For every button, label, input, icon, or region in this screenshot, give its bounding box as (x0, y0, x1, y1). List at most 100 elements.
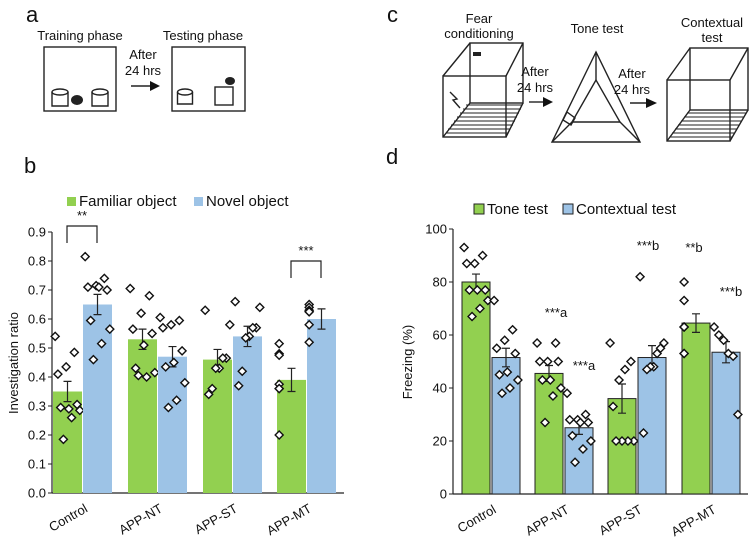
error-bar (93, 293, 102, 316)
data-point (583, 417, 594, 428)
y-tick-label: 0.7 (28, 283, 46, 298)
data-point (274, 350, 285, 361)
data-point (85, 315, 96, 326)
bar-app-mt-0 (681, 322, 711, 495)
data-point (585, 436, 596, 446)
data-point (163, 402, 174, 413)
speaker-icon (562, 110, 576, 126)
legend-swatch-familiar (67, 197, 76, 206)
bar-app-nt-1 (564, 427, 594, 495)
data-point (537, 375, 548, 386)
data-point (635, 271, 646, 282)
y-tick-label: 60 (433, 328, 447, 343)
panel-label-a: a (26, 2, 39, 27)
hrs-label: 24 hrs (125, 63, 162, 78)
y-tick-label: 80 (433, 275, 447, 290)
significance-label: ** (77, 208, 87, 223)
y-tick-label: 0 (440, 487, 447, 502)
data-point (200, 305, 211, 316)
fear-label: Fear (466, 11, 493, 26)
y-tick-label: 0.1 (28, 457, 46, 472)
data-point (497, 388, 508, 399)
data-point (540, 417, 551, 428)
data-point (63, 403, 74, 414)
bar-app-st-0 (607, 398, 637, 495)
x-tick-label: Control (455, 502, 499, 536)
shock-icon (449, 91, 461, 109)
x-tick-label: APP-MT (668, 502, 718, 540)
bar-app-mt-1 (307, 319, 336, 493)
data-point (237, 366, 248, 377)
testing-phase-label: Testing phase (163, 28, 243, 43)
y-axis-label: Freezing (%) (400, 325, 415, 399)
x-tick-label: APP-ST (596, 502, 644, 538)
data-point (638, 428, 649, 439)
arrow-icon (529, 97, 553, 107)
legend-swatch-tone (473, 203, 485, 215)
data-point (489, 295, 500, 306)
contextual-chamber (666, 47, 749, 142)
x-tick-label: APP-NT (116, 501, 165, 538)
data-point (510, 348, 521, 359)
legend-label-contextual: Contextual test (576, 201, 677, 218)
speaker-icon (473, 52, 481, 56)
data-point (104, 324, 115, 335)
legend-label-novel: Novel object (206, 193, 289, 210)
data-point (125, 283, 136, 294)
y-tick-label: 40 (433, 381, 447, 396)
data-point (304, 319, 315, 330)
data-point (144, 290, 155, 301)
bar-app-mt-1 (711, 351, 741, 495)
data-point (547, 390, 558, 401)
panel-label-b: b (24, 153, 36, 178)
data-point (230, 296, 241, 307)
y-tick-label: 0.6 (28, 312, 46, 327)
data-point (155, 312, 166, 323)
data-point (555, 383, 566, 393)
data-point (203, 389, 214, 400)
data-point (472, 284, 483, 295)
after-label: After (129, 47, 157, 62)
panel-label-c: c (387, 2, 398, 27)
data-point (93, 282, 104, 293)
data-point (254, 302, 265, 313)
data-point (102, 285, 113, 295)
test-label: test (702, 30, 723, 45)
mouse-icon (225, 77, 235, 85)
data-point (732, 409, 743, 420)
cube-object-icon (214, 86, 234, 106)
y-tick-label: 0.2 (28, 428, 46, 443)
data-point (679, 348, 690, 359)
after-label: After (521, 64, 549, 79)
data-point (477, 250, 488, 261)
data-point (149, 367, 160, 378)
data-point (88, 354, 99, 365)
data-point (168, 357, 179, 368)
error-bar (317, 308, 326, 330)
data-point (217, 353, 228, 364)
data-point (709, 322, 720, 333)
data-point (80, 251, 91, 262)
cylinder-object-icon (176, 88, 194, 105)
bar-app-st-0 (203, 359, 232, 493)
conditioning-label: conditioning (444, 26, 513, 41)
y-tick-label: 0.3 (28, 399, 46, 414)
legend-label-familiar: Familiar object (79, 193, 177, 210)
bar-app-nt-1 (158, 356, 187, 493)
data-point (130, 363, 141, 374)
data-point (491, 343, 502, 354)
data-point (570, 457, 581, 468)
hrs-label-2: 24 hrs (614, 82, 651, 97)
data-point (233, 380, 244, 391)
data-point (69, 347, 80, 358)
error-bar (287, 367, 296, 393)
data-point (136, 308, 147, 319)
data-point (138, 340, 149, 351)
data-point (577, 443, 588, 454)
data-point (499, 335, 510, 346)
data-point (52, 369, 63, 380)
data-point (66, 412, 77, 423)
bar-app-st-1 (637, 357, 667, 495)
x-tick-label: Control (46, 501, 90, 535)
data-point (564, 414, 575, 425)
